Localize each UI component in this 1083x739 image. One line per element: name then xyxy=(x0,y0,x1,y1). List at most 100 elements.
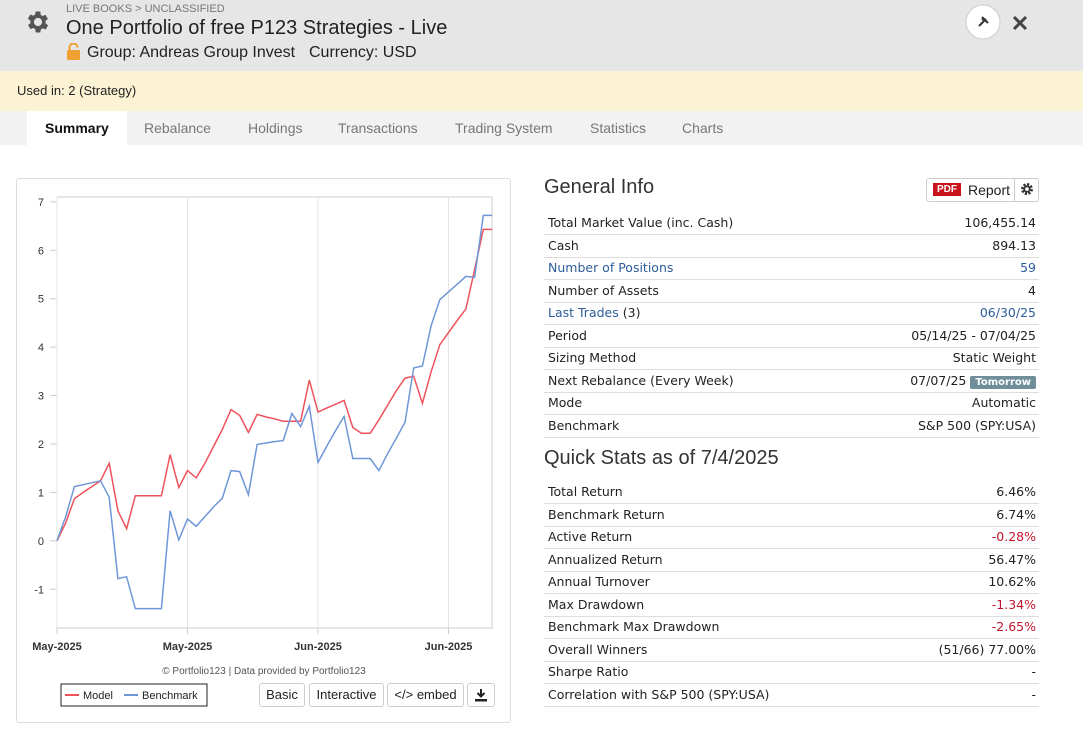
report-button[interactable]: Report xyxy=(968,182,1011,198)
legend-label: Model xyxy=(83,690,113,702)
info-row: Number of Positions 59 xyxy=(544,257,1039,280)
plot-area xyxy=(56,196,493,629)
row-value-text: - xyxy=(1031,664,1036,679)
report-button-group: PDF Report xyxy=(926,178,1039,202)
chart-panel xyxy=(16,178,511,723)
row-label-text: Total Return xyxy=(548,484,623,499)
row-label-text: Annualized Return xyxy=(548,551,663,567)
info-row: Correlation with S&P 500 (SPY:USA) - xyxy=(544,684,1039,707)
pdf-badge[interactable]: PDF xyxy=(933,183,961,196)
row-label: Benchmark Max Drawdown xyxy=(548,616,719,638)
interactive-button[interactable]: Interactive xyxy=(309,683,384,707)
info-row: Period 05/14/25 - 07/04/25 xyxy=(544,325,1039,348)
x-tick-label: May-2025 xyxy=(163,641,213,653)
row-label: Sharpe Ratio xyxy=(548,661,628,683)
row-label-text[interactable]: Number of Positions xyxy=(548,260,674,275)
quick-stats-title: Quick Stats as of 7/4/2025 xyxy=(544,447,779,469)
row-value-text: -2.65% xyxy=(991,619,1036,634)
x-tick-label: Jun-2025 xyxy=(425,641,473,653)
y-tick-label: 5 xyxy=(38,294,44,306)
row-label-text: Mode xyxy=(548,395,583,410)
row-label-text: Active Return xyxy=(548,529,633,544)
row-value: -0.28% xyxy=(992,526,1036,548)
x-tick-label: May-2025 xyxy=(32,641,82,653)
row-label: Number of Assets xyxy=(548,280,659,302)
row-label: Benchmark Return xyxy=(548,504,665,526)
row-value: Static Weight xyxy=(953,347,1036,369)
info-row: Cash 894.13 xyxy=(544,235,1039,258)
info-row: Max Drawdown -1.34% xyxy=(544,594,1039,617)
row-value: - xyxy=(1031,661,1036,683)
series-line xyxy=(56,228,492,542)
row-value-text: 4 xyxy=(1028,282,1036,298)
row-count: (3) xyxy=(622,305,641,320)
row-value: 05/14/25 - 07/04/25 xyxy=(911,325,1036,347)
info-row: Total Market Value (inc. Cash) 106,455.14 xyxy=(544,212,1039,235)
y-tick-label: 3 xyxy=(38,391,44,403)
header: LIVE BOOKS > UNCLASSIFIED One Portfolio … xyxy=(0,0,1083,71)
row-label-text[interactable]: Last Trades xyxy=(548,305,619,320)
y-tick-label: 2 xyxy=(38,439,44,451)
tab[interactable]: Holdings xyxy=(248,120,303,136)
row-label-text: Period xyxy=(548,327,587,343)
row-label: Active Return xyxy=(548,526,632,548)
download-icon xyxy=(475,689,487,702)
info-row: Total Return 6.46% xyxy=(544,481,1039,504)
tab[interactable]: Transactions xyxy=(338,120,418,136)
settings-icon[interactable] xyxy=(24,8,52,36)
row-label: Benchmark xyxy=(548,415,619,437)
row-value: 4 xyxy=(1028,280,1036,302)
y-tick-label: 1 xyxy=(38,487,44,499)
info-row: Number of Assets 4 xyxy=(544,280,1039,303)
row-label: Period xyxy=(548,325,587,347)
breadcrumb[interactable]: LIVE BOOKS > UNCLASSIFIED xyxy=(66,3,225,15)
row-value: -2.65% xyxy=(992,616,1036,638)
row-label-text: Cash xyxy=(548,237,579,253)
row-value-text: 05/14/25 - 07/04/25 xyxy=(911,327,1036,343)
legend-label: Benchmark xyxy=(142,690,198,702)
row-label-text: Next Rebalance (Every Week) xyxy=(548,372,734,388)
row-value: 59 xyxy=(1020,257,1036,279)
tab[interactable]: Charts xyxy=(682,120,724,136)
embed-button[interactable]: </> embed xyxy=(387,683,464,707)
y-tick-label: 0 xyxy=(38,536,44,548)
download-button[interactable] xyxy=(467,683,495,707)
row-value-text: S&P 500 (SPY:USA) xyxy=(917,417,1036,433)
row-value: 56.47% xyxy=(988,549,1036,571)
row-label: Last Trades (3) xyxy=(548,302,640,324)
group-label: Group: Andreas Group Invest xyxy=(87,44,296,61)
row-label: Total Market Value (inc. Cash) xyxy=(548,212,733,234)
pin-icon xyxy=(978,16,989,27)
row-value: (51/66) 77.00% xyxy=(939,639,1036,661)
basic-button[interactable]: Basic xyxy=(259,683,305,707)
tab[interactable]: Statistics xyxy=(590,120,647,136)
row-label: Mode xyxy=(548,392,582,414)
currency-label: Currency: USD xyxy=(309,44,417,61)
row-value-text[interactable]: 06/30/25 xyxy=(979,305,1036,320)
info-row: Benchmark Return 6.74% xyxy=(544,504,1039,527)
tab[interactable]: Summary xyxy=(27,111,127,145)
info-row: Benchmark Max Drawdown -2.65% xyxy=(544,616,1039,639)
row-value: -1.34% xyxy=(992,594,1036,616)
row-value: 894.13 xyxy=(992,235,1036,257)
info-row: Sharpe Ratio - xyxy=(544,661,1039,684)
tab[interactable]: Rebalance xyxy=(144,120,211,136)
row-value-text: -0.28% xyxy=(991,529,1036,544)
portfolio-title: One Portfolio of free P123 Strategies - … xyxy=(66,17,448,39)
info-row: Annualized Return 56.47% xyxy=(544,549,1039,572)
row-label-text: Number of Assets xyxy=(548,282,659,298)
row-value: Automatic xyxy=(972,392,1036,414)
report-settings[interactable] xyxy=(1014,179,1039,201)
tab[interactable]: Trading System xyxy=(455,120,553,136)
info-row: Annual Turnover 10.62% xyxy=(544,571,1039,594)
row-label-text: Benchmark Return xyxy=(548,506,665,522)
row-value-text: - xyxy=(1031,686,1036,702)
row-label-text: Correlation with S&P 500 (SPY:USA) xyxy=(548,686,770,702)
row-label: Max Drawdown xyxy=(548,594,644,616)
row-label: Annual Turnover xyxy=(548,571,650,593)
close-button[interactable] xyxy=(1012,15,1028,31)
x-tick-label: Jun-2025 xyxy=(294,641,342,653)
y-tick-label: 4 xyxy=(38,342,44,354)
row-value-text[interactable]: 59 xyxy=(1020,260,1036,275)
